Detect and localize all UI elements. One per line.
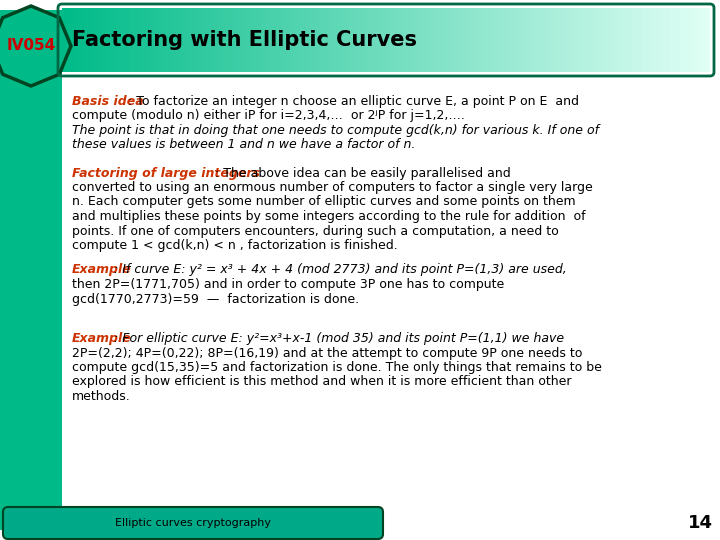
Text: Example: Example [72, 264, 132, 276]
Text: Elliptic curves cryptography: Elliptic curves cryptography [115, 518, 271, 528]
Text: Example: Example [72, 332, 132, 345]
Text: methods.: methods. [72, 390, 131, 403]
Text: IV054: IV054 [6, 38, 55, 53]
Text: n. Each computer gets some number of elliptic curves and some points on them: n. Each computer gets some number of ell… [72, 195, 575, 208]
Text: explored is how efficient is this method and when it is more efficient than othe: explored is how efficient is this method… [72, 375, 572, 388]
Text: : To factorize an integer n choose an elliptic curve E, a point P on E  and: : To factorize an integer n choose an el… [128, 95, 579, 108]
Text: compute 1 < gcd(k,n) < n , factorization is finished.: compute 1 < gcd(k,n) < n , factorization… [72, 239, 397, 252]
Text: and multiplies these points by some integers according to the rule for addition : and multiplies these points by some inte… [72, 210, 585, 223]
Text: 2P=(2,2); 4P=(0,22); 8P=(16,19) and at the attempt to compute 9P one needs to: 2P=(2,2); 4P=(0,22); 8P=(16,19) and at t… [72, 347, 582, 360]
Text: : The above idea can be easily parallelised and: : The above idea can be easily paralleli… [215, 166, 510, 179]
Text: gcd(1770,2773)=59  —  factorization is done.: gcd(1770,2773)=59 — factorization is don… [72, 293, 359, 306]
Text: then 2P=(1771,705) and in order to compute 3P one has to compute: then 2P=(1771,705) and in order to compu… [72, 278, 504, 291]
Text: : If curve E: y² = x³ + 4x + 4 (mod 2773) and its point P=(1,3) are used,: : If curve E: y² = x³ + 4x + 4 (mod 2773… [114, 264, 567, 276]
Text: points. If one of computers encounters, during such a computation, a need to: points. If one of computers encounters, … [72, 225, 559, 238]
Text: : For elliptic curve E: y²=x³+x-1 (mod 35) and its point P=(1,1) we have: : For elliptic curve E: y²=x³+x-1 (mod 3… [114, 332, 564, 345]
Text: converted to using an enormous number of computers to factor a single very large: converted to using an enormous number of… [72, 181, 593, 194]
Polygon shape [0, 6, 71, 86]
Text: compute (modulo n) either iP for i=2,3,4,…  or 2ʲP for j=1,2,….: compute (modulo n) either iP for i=2,3,4… [72, 110, 465, 123]
Text: 14: 14 [688, 514, 713, 532]
Text: compute gcd(15,35)=5 and factorization is done. The only things that remains to : compute gcd(15,35)=5 and factorization i… [72, 361, 602, 374]
Text: Basis idea: Basis idea [72, 95, 143, 108]
Text: Factoring of large integers: Factoring of large integers [72, 166, 260, 179]
Text: these values is between 1 and n we have a factor of n.: these values is between 1 and n we have … [72, 138, 415, 152]
FancyBboxPatch shape [3, 507, 383, 539]
Bar [0, 10, 62, 530]
Text: The point is that in doing that one needs to compute gcd(k,n) for various k. If : The point is that in doing that one need… [72, 124, 599, 137]
Text: Factoring with Elliptic Curves: Factoring with Elliptic Curves [72, 30, 417, 50]
